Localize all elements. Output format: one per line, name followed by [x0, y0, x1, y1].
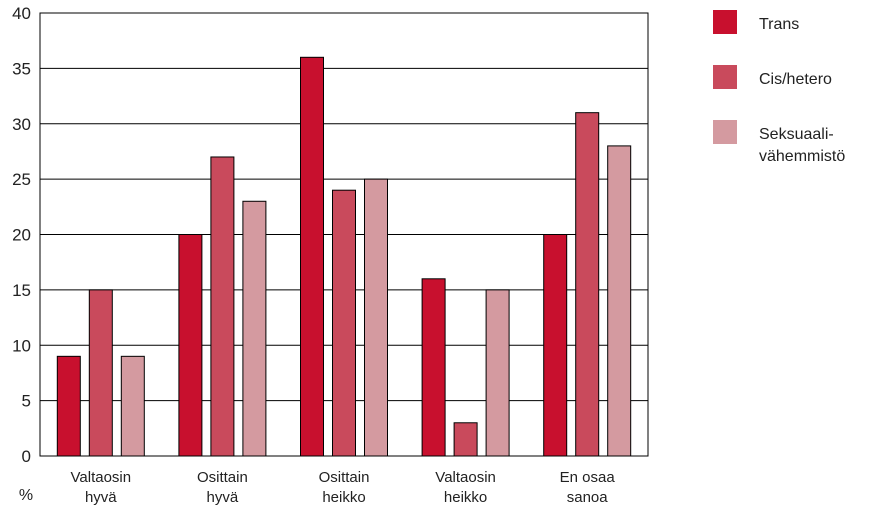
x-category-label: Osittain — [319, 469, 370, 486]
y-tick-label: 25 — [12, 170, 31, 189]
bar-series0-cat3 — [421, 278, 446, 457]
y-tick-label: 40 — [12, 4, 31, 23]
bar-series2-cat0 — [120, 355, 145, 457]
axes — [39, 12, 649, 457]
legend-label: Trans — [759, 16, 799, 33]
y-tick-label: 0 — [22, 447, 31, 466]
bar-series1-cat2 — [332, 189, 356, 457]
bar-series0-cat2 — [300, 56, 324, 457]
legend-swatch — [713, 10, 737, 34]
y-tick-label: 15 — [12, 281, 31, 300]
plot-frame — [39, 12, 649, 457]
x-category-label: Osittain — [197, 469, 248, 486]
x-category-label: Valtaosin — [435, 469, 496, 486]
y-tick-label: 20 — [12, 226, 31, 245]
x-category-label: sanoa — [567, 489, 609, 506]
bar-series2-cat2 — [364, 178, 388, 457]
bar-series2-cat1 — [242, 200, 267, 457]
bar-series2-cat4 — [607, 145, 632, 457]
legend-label: Seksuaali- — [759, 126, 834, 143]
y-tick-label: 30 — [12, 115, 31, 134]
bar-series1-cat1 — [210, 156, 235, 457]
bar-series2-cat3 — [485, 289, 510, 457]
bar-series1-cat0 — [88, 289, 113, 457]
x-category-label: Valtaosin — [71, 469, 132, 486]
x-category-label: heikko — [444, 489, 487, 506]
bar-series0-cat0 — [56, 355, 81, 457]
bar-series1-cat4 — [575, 112, 600, 457]
bar-series0-cat4 — [543, 234, 568, 457]
legend-label: vähemmistö — [759, 148, 845, 165]
y-unit-label: % — [19, 487, 33, 504]
y-tick-label: 10 — [12, 336, 31, 355]
x-category-label: heikko — [322, 489, 365, 506]
legend-swatch — [713, 120, 737, 144]
legend: Trans Cis/hetero Seksuaali-vähemmistö — [713, 10, 845, 165]
x-category-label: hyvä — [207, 489, 239, 506]
y-tick-label: 5 — [22, 392, 31, 411]
y-tick-label: 35 — [12, 59, 31, 78]
legend-label: Cis/hetero — [759, 71, 832, 88]
bar-series1-cat3 — [453, 422, 478, 457]
bar-series0-cat1 — [178, 234, 203, 457]
x-category-label: hyvä — [85, 489, 117, 506]
y-tick-labels: 0 5 10 15 20 25 30 35 40 — [12, 4, 31, 466]
bars — [56, 56, 632, 457]
x-category-labels: Valtaosin hyvä Osittain hyvä Osittain heikko V… — [71, 469, 616, 506]
x-category-label: En osaa — [560, 469, 616, 486]
legend-swatch — [713, 65, 737, 89]
